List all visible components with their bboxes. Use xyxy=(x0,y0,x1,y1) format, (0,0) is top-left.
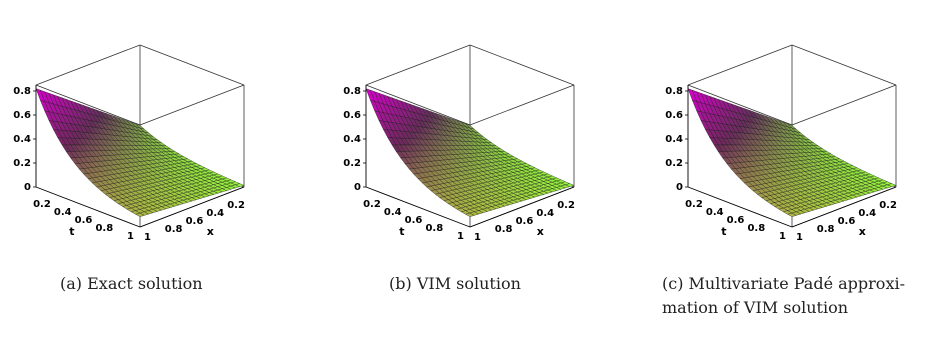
box-edge xyxy=(365,44,471,86)
t-tick-label: 1 xyxy=(127,231,134,242)
z-tick-label: 0.4 xyxy=(13,134,31,145)
t-axis-label: t xyxy=(69,225,74,238)
surface-group: 00.20.40.60.80.20.40.60.81 10.80.60.40.2t… xyxy=(665,44,897,243)
caption-a: (a) Exact solution xyxy=(60,272,203,296)
t-tick-label: 0.6 xyxy=(405,215,423,226)
t-tick-label: 0.8 xyxy=(95,223,113,234)
box-edge xyxy=(35,44,141,86)
box-edge xyxy=(791,44,897,86)
z-tick-label: 0.8 xyxy=(343,86,361,97)
z-tick-label: 0.6 xyxy=(665,110,683,121)
x-tick-label: 0.4 xyxy=(536,208,554,219)
t-tick-label: 0.6 xyxy=(727,215,745,226)
t-axis-line xyxy=(365,186,471,228)
z-tick-label: 0.2 xyxy=(665,158,683,169)
caption-a-text: (a) Exact solution xyxy=(60,274,203,293)
surface-cell xyxy=(564,183,575,187)
x-axis-line xyxy=(469,186,575,228)
z-tick-label: 0.6 xyxy=(343,110,361,121)
panel-a: 0 0.2 0.4 0.6 0.8 0.2 0.4 0.6 0.8 1 1 0.8 0.6 0.4 0.2 t… xyxy=(0,0,300,356)
t-tick-label: 0.4 xyxy=(384,207,402,218)
x-tick-label: 0.6 xyxy=(186,216,204,227)
z-tick-label: 0 xyxy=(676,182,683,193)
panel-c: 0 0.2 0.4 0.6 0.8 0.2 0.4 0.6 0.8 1 1 0.8 0.6 0.4 0.2 t… xyxy=(652,0,952,356)
surface-group: 00.20.40.60.80.20.40.60.81 10.80.60.40.2t… xyxy=(343,44,575,243)
x-tick-label: 0.2 xyxy=(557,200,575,211)
box-edge xyxy=(365,84,471,126)
x-tick-label: 0.2 xyxy=(227,200,245,211)
caption-b: (b) VIM solution xyxy=(389,272,521,296)
t-axis-line xyxy=(687,186,793,228)
z-tick-label: 0.8 xyxy=(13,86,31,97)
x-tick-label: 0.4 xyxy=(206,208,224,219)
z-tick-label: 0.4 xyxy=(665,134,683,145)
t-tick-label: 0.2 xyxy=(33,199,51,210)
x-tick-label: 0.8 xyxy=(817,224,835,235)
box-edge xyxy=(139,84,245,126)
t-tick-label: 0.8 xyxy=(425,223,443,234)
box-edge xyxy=(791,84,897,126)
x-tick-label: 1 xyxy=(144,232,151,243)
panel-b: 0 0.2 0.4 0.6 0.8 0.2 0.4 0.6 0.8 1 1 0.8 0.6 0.4 0.2 t… xyxy=(330,0,630,356)
surface-group: 00.20.40.60.80.20.40.60.81 10.80.60.40.2t… xyxy=(13,44,245,243)
t-tick-label: 0.8 xyxy=(747,223,765,234)
caption-b-text: (b) VIM solution xyxy=(389,274,521,293)
x-tick-label: 0.8 xyxy=(495,224,513,235)
z-tick-label: 0.2 xyxy=(13,158,31,169)
caption-c-line1: (c) Multivariate Padé approxi- xyxy=(662,274,905,293)
surface-plot-b: 00.20.40.60.80.20.40.60.81 10.80.60.40.2t… xyxy=(343,44,575,243)
z-tick-label: 0 xyxy=(24,182,31,193)
x-axis-line xyxy=(139,186,245,228)
t-axis-label: t xyxy=(721,225,726,238)
surface-plot-c: 00.20.40.60.80.20.40.60.81 10.80.60.40.2t… xyxy=(665,44,897,243)
x-tick-label: 0.8 xyxy=(165,224,183,235)
t-tick-label: 1 xyxy=(457,231,464,242)
z-tick-label: 0.4 xyxy=(343,134,361,145)
box-edge xyxy=(139,44,245,86)
surface-plot-a: 00.20.40.60.80.20.40.60.81 10.80.60.40.2t… xyxy=(13,44,245,243)
surface-cell xyxy=(886,183,897,187)
caption-c: (c) Multivariate Padé approxi- mation of… xyxy=(662,272,905,320)
t-tick-label: 0.2 xyxy=(363,199,381,210)
t-tick-label: 1 xyxy=(779,231,786,242)
caption-c-line2: mation of VIM solution xyxy=(662,298,849,317)
z-tick-label: 0.2 xyxy=(343,158,361,169)
x-tick-label: 0.2 xyxy=(879,200,897,211)
x-tick-label: 1 xyxy=(796,232,803,243)
x-axis-label: x xyxy=(207,225,214,238)
x-axis-label: x xyxy=(859,225,866,238)
z-tick-label: 0.8 xyxy=(665,86,683,97)
t-tick-label: 0.6 xyxy=(75,215,93,226)
box-edge xyxy=(687,44,793,86)
x-axis-label: x xyxy=(537,225,544,238)
surface-cell xyxy=(234,183,245,187)
x-tick-label: 0.6 xyxy=(838,216,856,227)
t-tick-label: 0.4 xyxy=(54,207,72,218)
x-axis-line xyxy=(791,186,897,228)
box-edge xyxy=(35,84,141,126)
t-tick-label: 0.2 xyxy=(685,199,703,210)
box-edge xyxy=(687,84,793,126)
t-axis-line xyxy=(35,186,141,228)
z-tick-label: 0.6 xyxy=(13,110,31,121)
x-tick-label: 0.6 xyxy=(516,216,534,227)
t-tick-label: 0.4 xyxy=(706,207,724,218)
box-edge xyxy=(469,44,575,86)
box-edge xyxy=(469,84,575,126)
t-axis-label: t xyxy=(399,225,404,238)
x-tick-label: 1 xyxy=(474,232,481,243)
x-tick-label: 0.4 xyxy=(858,208,876,219)
z-tick-label: 0 xyxy=(354,182,361,193)
